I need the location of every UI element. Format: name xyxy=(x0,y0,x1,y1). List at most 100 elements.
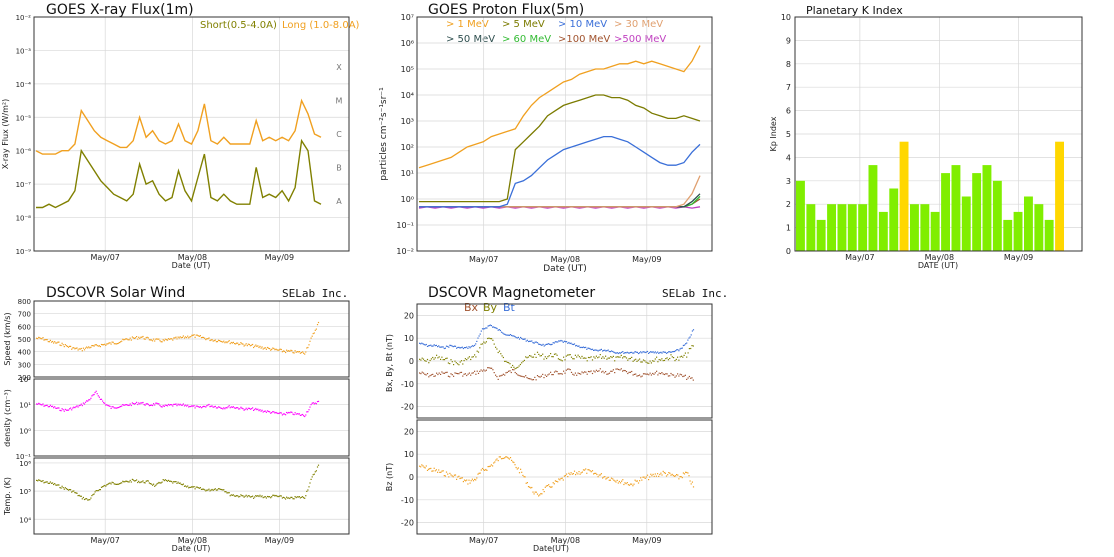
solarwind-point xyxy=(133,337,136,339)
mag-bx-point xyxy=(570,371,573,373)
mag-bz-point xyxy=(531,486,533,489)
mag-bz-point xyxy=(475,479,477,481)
solarwind-point xyxy=(119,483,121,485)
solarwind-point xyxy=(248,343,250,346)
mag-bt-point xyxy=(614,352,616,354)
y-tick-label: -20 xyxy=(401,519,414,528)
y-tick-label: 10 xyxy=(781,13,791,22)
solarwind-point xyxy=(287,412,289,414)
mag-by-point xyxy=(502,356,504,359)
mag-bx-point xyxy=(504,374,506,376)
mag-bx-point xyxy=(658,372,660,374)
mag-bz-point xyxy=(440,471,442,473)
mag-bx-point xyxy=(517,374,519,376)
solarwind-point xyxy=(158,403,160,405)
solarwind-point xyxy=(125,404,127,406)
solarwind-point xyxy=(262,411,264,413)
solarwind-point xyxy=(282,496,284,498)
mag-bz-point xyxy=(529,486,531,488)
mag-bx-point xyxy=(522,376,524,378)
solarwind-point xyxy=(211,405,213,407)
mag-bt-point xyxy=(478,335,480,337)
mag-by-point xyxy=(573,358,575,360)
solarwind-point xyxy=(246,409,248,411)
mag-by-point xyxy=(619,356,621,358)
solarwind-point xyxy=(206,489,208,491)
solarwind-point xyxy=(43,405,45,407)
solarwind-point xyxy=(266,495,269,498)
mag-bx-point xyxy=(563,370,565,372)
mag-by-point xyxy=(639,358,641,360)
mag-bz-point xyxy=(688,475,690,477)
solarwind-point xyxy=(129,337,131,339)
solarwind-point xyxy=(300,414,303,416)
mag-bx-point xyxy=(474,370,476,372)
solarwind-point xyxy=(155,338,157,340)
solarwind-point xyxy=(89,399,91,401)
solarwind-point xyxy=(213,340,215,342)
mag-by-point xyxy=(578,356,580,358)
mag-by-point xyxy=(445,357,447,360)
mag-bz-point xyxy=(516,468,518,470)
solarwind-point xyxy=(173,337,175,339)
mag-bz-point xyxy=(430,467,432,469)
solarwind-point xyxy=(267,410,270,413)
mag-by-point xyxy=(508,362,510,364)
mag-bz-point xyxy=(500,458,503,460)
solarwind-point xyxy=(188,406,190,408)
mag-bz-point xyxy=(548,484,550,486)
solarwind-point xyxy=(143,403,145,406)
solarwind-point xyxy=(202,488,204,490)
solarwind-point xyxy=(84,347,87,349)
solarwind-point xyxy=(167,338,170,340)
mag-by-point xyxy=(471,356,473,358)
solarwind-point xyxy=(187,335,189,337)
solarwind-point xyxy=(66,409,69,411)
mag-bx-point xyxy=(665,373,667,375)
solarwind-point xyxy=(290,411,292,413)
mag-bz-point xyxy=(478,472,480,474)
mag-bt-point xyxy=(551,343,553,345)
solarwind-point xyxy=(154,404,156,406)
solarwind-point xyxy=(208,488,210,490)
mag-bx-point xyxy=(564,372,566,374)
solarwind-point xyxy=(65,409,67,411)
solarwind-point xyxy=(64,487,66,489)
solarwind-point xyxy=(132,403,134,405)
mag-bz-point xyxy=(551,486,553,488)
mag-bz-point xyxy=(682,472,684,474)
solarwind-point xyxy=(176,482,178,484)
mag-bx-point xyxy=(641,375,643,377)
mag-bt-point xyxy=(641,352,643,354)
solarwind-point xyxy=(88,346,90,348)
y-tick-label: 10⁻¹ xyxy=(16,453,32,461)
solarwind-point xyxy=(194,488,196,490)
kp-bar xyxy=(961,196,971,251)
solarwind-point xyxy=(314,329,316,331)
solarwind-point xyxy=(169,404,171,406)
solarwind-point xyxy=(81,350,83,352)
mag-bz-point xyxy=(443,475,445,477)
proton-frame xyxy=(416,16,713,252)
mag-bz-point xyxy=(466,479,468,481)
solarwind-point xyxy=(227,492,229,494)
y-tick-label: 6 xyxy=(786,107,791,116)
mag-bt-point xyxy=(645,351,647,353)
mag-bz-point xyxy=(657,473,659,475)
solarwind-point xyxy=(249,345,251,347)
solarwind-point xyxy=(247,495,249,497)
mag-bz-point xyxy=(653,475,655,477)
y-tick-label: 9 xyxy=(786,36,791,45)
mag-bz-point xyxy=(547,485,549,487)
solarwind-point xyxy=(216,407,219,409)
mag-bt-point xyxy=(564,341,567,343)
mag-bz-point xyxy=(603,476,605,478)
mag-bz-point xyxy=(476,477,478,479)
solarwind-point xyxy=(164,404,166,406)
solarwind-point xyxy=(108,405,110,407)
solarwind-point xyxy=(209,339,211,342)
solarwind-point xyxy=(53,342,55,344)
solarwind-point xyxy=(88,499,90,501)
mag-legend-bx: Bx xyxy=(464,301,479,314)
mag-bz-point xyxy=(483,469,485,471)
